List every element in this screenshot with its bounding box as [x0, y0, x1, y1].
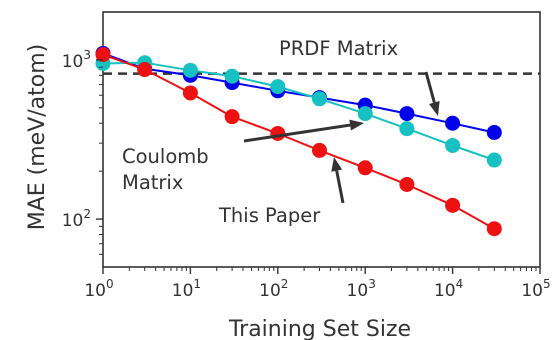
annotation-prdf-label: PRDF Matrix [279, 37, 398, 60]
series-0-point [399, 106, 415, 122]
x-tick-label: 104 [434, 277, 463, 301]
series-2-point [95, 47, 111, 63]
annotation-arrows [243, 71, 440, 204]
series-0-point [486, 124, 502, 140]
series-2-point [137, 62, 153, 78]
series-2-point [270, 125, 286, 141]
x-axis-label: Training Set Size [228, 317, 411, 340]
plot-area [102, 11, 541, 268]
series-2-point [312, 142, 328, 158]
series-2-point [445, 197, 461, 213]
arrow-this-paper-head [331, 157, 343, 172]
series-2-point [224, 109, 240, 125]
annotation-this-paper-label: This Paper [218, 204, 321, 227]
arrow-prdf-head [429, 101, 440, 116]
series-1-line [102, 61, 495, 161]
x-tick-label: 100 [84, 277, 113, 301]
series-2-point [182, 85, 198, 101]
annotation-prdf: PRDF Matrix [279, 37, 398, 60]
y-axis-label: MAE (meV/atom) [25, 44, 50, 231]
arrow-coulomb-head [349, 119, 364, 131]
y-tick-label: 102 [62, 207, 91, 231]
annotation-coulomb: Coulomb Matrix [122, 145, 209, 194]
series-1-point [182, 62, 198, 78]
series-1-point [224, 68, 240, 84]
arrow-coulomb-shaft [243, 123, 351, 143]
arrow-prdf [424, 71, 440, 116]
annotation-coulomb-line2: Matrix [122, 171, 183, 194]
y-tick-label: 103 [62, 48, 91, 72]
series-2-point [486, 221, 502, 237]
x-tick-label: 103 [347, 277, 376, 301]
series-1-point [270, 79, 286, 95]
series-1-point [486, 152, 502, 168]
arrow-this-paper [331, 157, 345, 204]
plot-frame [102, 11, 541, 268]
x-tick-label: 101 [172, 277, 201, 301]
arrow-this-paper-shaft [335, 170, 345, 204]
x-tick-label: 105 [521, 277, 550, 301]
series-2-point [399, 176, 415, 192]
series-2-point [357, 160, 373, 176]
series-1-point [357, 106, 373, 122]
annotation-this-paper: This Paper [218, 204, 321, 227]
series-0-line [102, 52, 495, 134]
series-0-point [445, 115, 461, 131]
series-2 [95, 47, 502, 237]
series-2-line [102, 53, 495, 230]
series-1-point [399, 121, 415, 137]
series-1-point [312, 91, 328, 107]
series-layer [95, 45, 502, 237]
arrow-prdf-shaft [424, 71, 436, 103]
arrow-coulomb [243, 119, 364, 143]
series-1-point [445, 137, 461, 153]
x-tick-label: 102 [259, 277, 288, 301]
annotation-coulomb-line1: Coulomb [122, 145, 209, 168]
